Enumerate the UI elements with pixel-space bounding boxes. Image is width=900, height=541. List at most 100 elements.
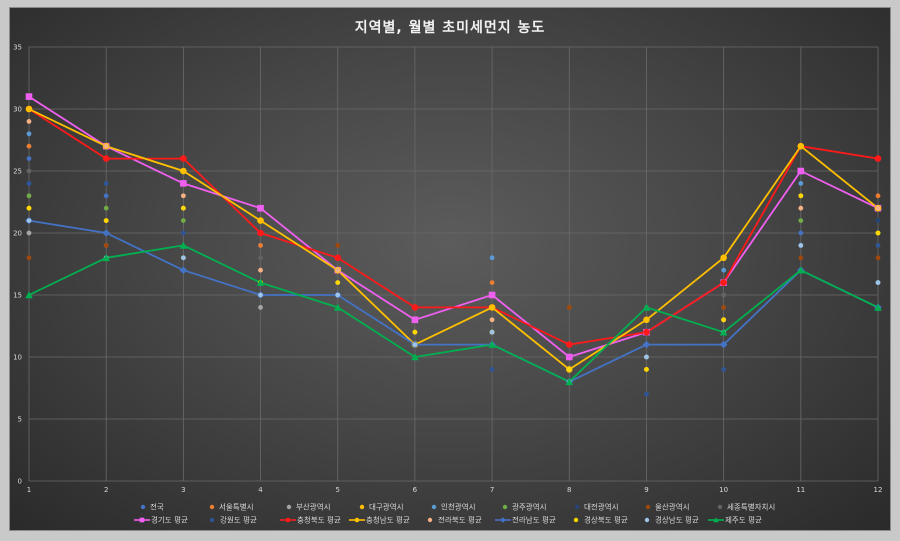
legend-marker — [286, 504, 292, 510]
y-tick-label: 5 — [18, 416, 22, 424]
data-point — [489, 280, 495, 285]
legend-marker — [431, 504, 437, 510]
data-point — [565, 353, 573, 361]
data-point — [642, 340, 651, 349]
data-point — [102, 254, 110, 262]
data-point — [721, 317, 727, 323]
data-point — [179, 266, 188, 274]
data-point — [798, 218, 804, 224]
legend-label: 충청남도 평균 — [366, 515, 410, 525]
series-line — [28, 219, 879, 383]
data-point — [256, 278, 265, 286]
data-point — [797, 142, 805, 150]
x-tick-label: 6 — [413, 486, 418, 494]
data-point — [257, 204, 264, 212]
legend-item: 전국 — [140, 502, 164, 512]
data-point — [719, 328, 728, 336]
legend-item: 경기도 평균 — [134, 515, 188, 525]
legend-marker — [574, 504, 580, 510]
legend-label: 강원도 평균 — [220, 515, 257, 525]
legend-marker — [140, 504, 146, 510]
legend-marker — [209, 504, 215, 510]
data-point — [565, 378, 574, 386]
data-point — [798, 255, 804, 261]
legend-item: 울산광역시 — [645, 502, 690, 512]
x-tick-label: 8 — [567, 486, 571, 494]
legend-item: 세종특별자치시 — [717, 502, 775, 512]
data-point — [25, 291, 33, 299]
legend-label: 대구광역시 — [369, 502, 404, 512]
legend-label: 부산광역시 — [296, 502, 331, 512]
chart-area — [9, 7, 891, 531]
data-point — [180, 155, 187, 162]
data-point — [26, 218, 32, 224]
data-point — [102, 155, 110, 162]
data-point — [179, 241, 188, 249]
data-point — [489, 329, 495, 335]
data-point — [721, 305, 727, 310]
legend-item: 충청북도 평균 — [280, 515, 341, 525]
data-point — [103, 181, 109, 186]
data-point — [411, 304, 419, 311]
data-point — [180, 193, 186, 199]
y-tick-label: 0 — [18, 478, 22, 486]
legend-item: 제주도 평균 — [708, 515, 762, 525]
data-point — [798, 230, 804, 236]
data-point — [180, 180, 187, 187]
y-tick-label: 25 — [13, 168, 22, 176]
x-tick-label: 12 — [874, 486, 883, 494]
legend-marker — [573, 517, 579, 523]
data-point — [258, 243, 263, 248]
x-tick-label: 10 — [719, 486, 728, 494]
data-point — [488, 340, 496, 348]
legend-item: 광주광역시 — [502, 502, 547, 512]
legend-label: 충청북도 평균 — [297, 515, 341, 525]
data-point — [642, 303, 651, 311]
data-point — [103, 205, 109, 211]
data-point — [798, 205, 804, 211]
data-point — [26, 255, 32, 261]
x-tick-label: 7 — [490, 486, 494, 494]
legend-label: 경상남도 평균 — [655, 515, 699, 525]
data-point — [565, 341, 573, 348]
data-point — [180, 255, 186, 261]
data-point — [798, 181, 804, 186]
legend-marker — [139, 517, 145, 523]
data-point — [102, 229, 110, 237]
data-point — [721, 267, 727, 273]
data-point — [488, 291, 496, 299]
data-point — [26, 168, 32, 174]
data-point — [488, 304, 496, 311]
data-point — [26, 181, 32, 186]
data-point — [412, 342, 418, 347]
y-tick-label: 35 — [13, 44, 22, 52]
legend-marker — [209, 517, 215, 523]
legend-item: 대전광역시 — [574, 502, 619, 512]
y-tick-label: 15 — [13, 292, 22, 300]
y-tick-label: 20 — [13, 230, 22, 238]
data-point — [26, 119, 32, 124]
series-points — [25, 93, 882, 397]
data-point — [26, 143, 32, 149]
chart-title: 지역별, 월별 초미세먼지 농도 — [354, 20, 546, 36]
legend: 전국 서울특별시 부산광역시 대구광역시 인천광역시 광주광역시 대전광역시 울산광역시 세종특… — [134, 502, 775, 525]
data-point — [333, 303, 342, 311]
data-point — [798, 193, 804, 199]
legend-marker — [717, 504, 723, 510]
legend-marker — [713, 517, 719, 523]
data-point — [335, 267, 341, 273]
legend-marker — [359, 504, 365, 510]
data-point — [26, 156, 32, 162]
series-line — [28, 108, 879, 346]
data-point — [489, 255, 495, 261]
data-point — [489, 367, 495, 372]
data-point — [180, 205, 186, 211]
y-tick-label: 30 — [13, 106, 22, 114]
data-point — [257, 217, 264, 224]
data-point — [875, 218, 881, 224]
data-point — [412, 329, 418, 335]
legend-label: 서울특별시 — [219, 502, 254, 512]
data-point — [25, 93, 33, 100]
data-point — [720, 254, 727, 262]
data-point — [566, 305, 572, 310]
